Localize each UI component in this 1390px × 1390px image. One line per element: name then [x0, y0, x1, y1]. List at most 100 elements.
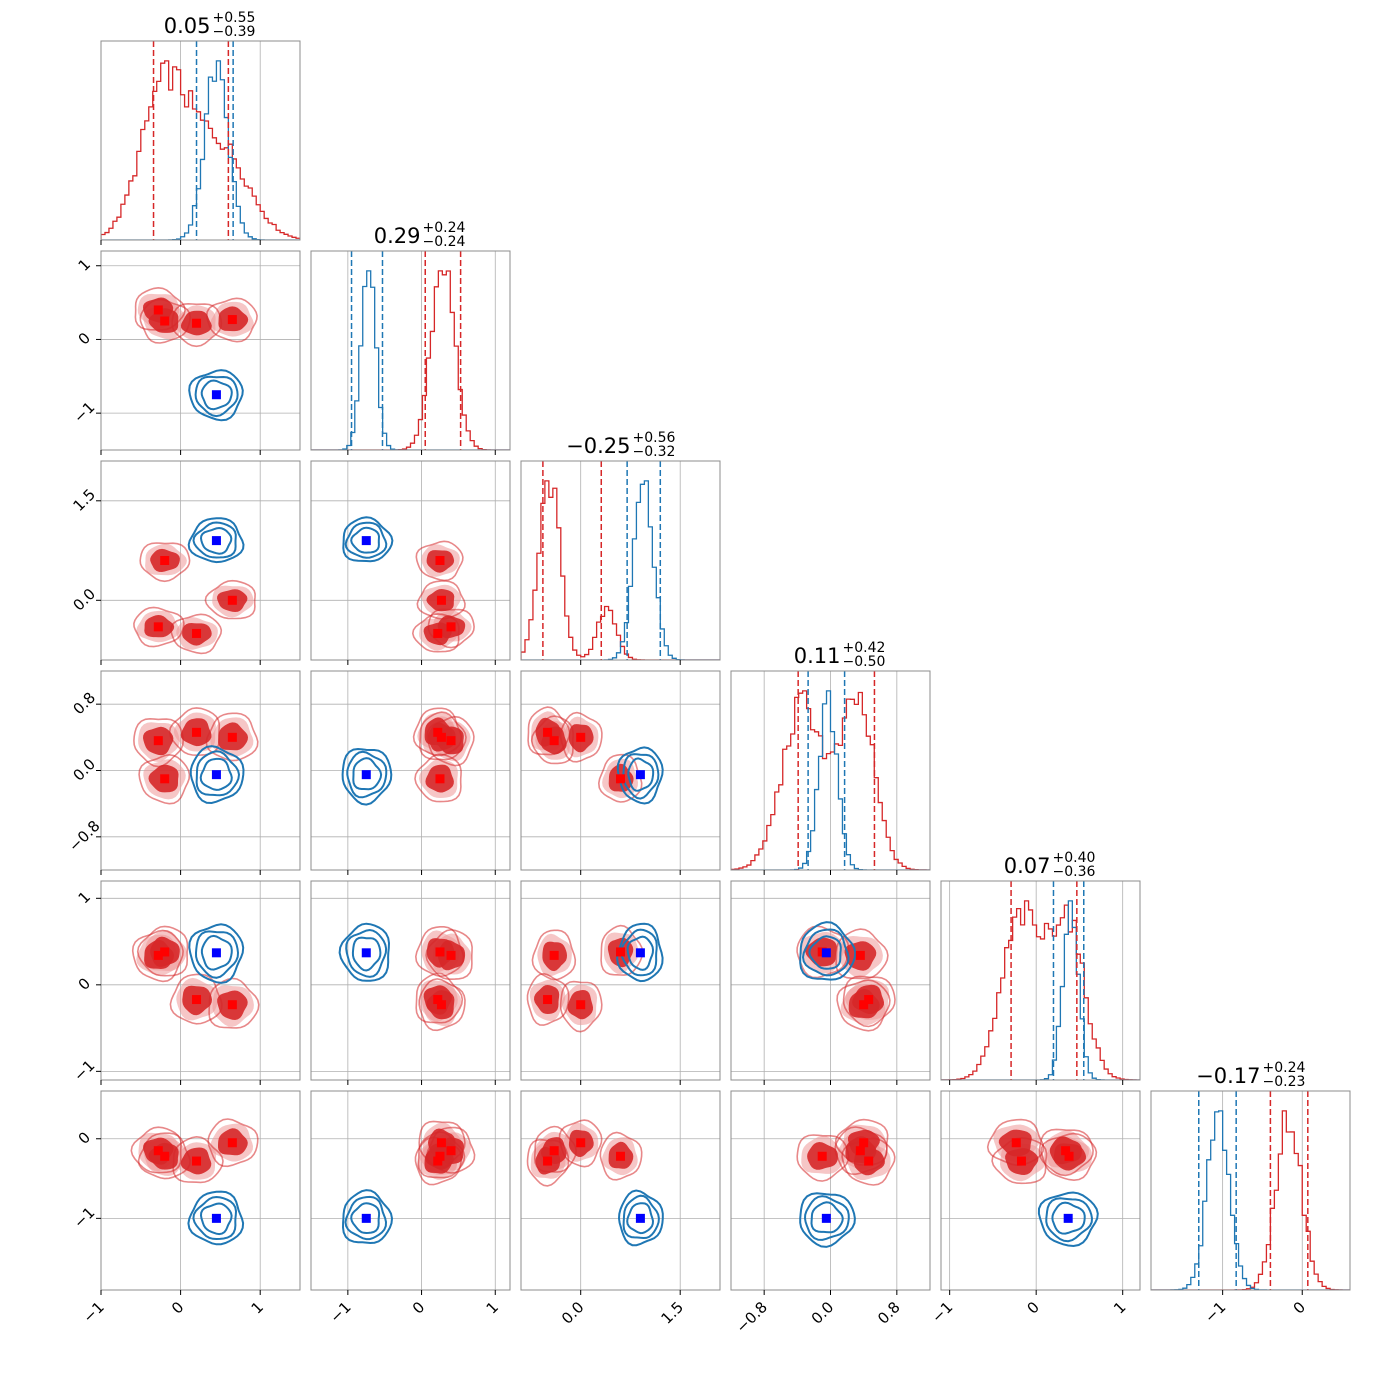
x-tick-label: 1 [483, 1298, 502, 1317]
panel-title: −0.17 +0.24−0.23 [1196, 1060, 1305, 1090]
sample-marker [549, 950, 559, 960]
x-tick-label: −1 [1201, 1298, 1229, 1326]
sample-marker [549, 736, 559, 746]
histogram-series [521, 480, 720, 660]
panel-frame [100, 40, 301, 241]
histogram-series [1151, 1110, 1350, 1290]
panel-frame [100, 250, 301, 451]
title-upper-error: +0.55 [213, 10, 256, 26]
sample-marker [576, 1138, 586, 1148]
title-median: −0.25 [566, 434, 630, 458]
x-tick-label: 0.0 [558, 1298, 588, 1328]
panel-2-1 [310, 460, 511, 665]
sample-marker [616, 947, 625, 957]
density-contour [530, 715, 574, 765]
density-contour [425, 928, 473, 981]
histogram-series [101, 60, 300, 240]
sample-marker [436, 1000, 446, 1010]
panel-5-2 [520, 1090, 721, 1295]
title-upper-error: +0.56 [633, 430, 676, 446]
density-contour [531, 929, 577, 981]
panel-frame [940, 1090, 1141, 1291]
density-contour [617, 1189, 664, 1247]
x-tick-label: 0 [1024, 1298, 1043, 1317]
density-contour [194, 930, 240, 979]
density-contour [207, 1118, 259, 1168]
panel-frame [310, 460, 511, 661]
title-median: 0.07 [1004, 854, 1051, 878]
density-contour [341, 747, 393, 806]
density-contour [834, 1126, 888, 1176]
density-contour [1037, 1191, 1099, 1248]
x-tick-label: 0 [409, 1298, 428, 1317]
sample-marker [211, 1213, 221, 1223]
sample-marker [436, 595, 446, 605]
panel-4-1 [310, 880, 511, 1085]
histogram-series [941, 900, 1140, 1080]
density-contour [417, 1131, 466, 1179]
sample-marker [435, 556, 445, 565]
title-median: −0.17 [1196, 1064, 1260, 1088]
sample-marker [1016, 1156, 1026, 1166]
density-contour [351, 936, 382, 972]
density-contour [200, 934, 233, 971]
density-contour [526, 972, 570, 1026]
sample-marker [433, 727, 443, 737]
sample-marker [446, 736, 456, 746]
density-contour [1051, 1201, 1086, 1235]
panel-title: −0.25 +0.56−0.32 [566, 430, 675, 460]
x-tick-label: −1 [928, 1298, 956, 1326]
density-contour [187, 1190, 245, 1246]
density-contour [134, 286, 186, 331]
sample-marker [436, 732, 446, 742]
histogram-series [731, 690, 930, 870]
y-tick-label: −1 [70, 1056, 98, 1084]
density-contour [199, 1202, 233, 1236]
panel-title: 0.05 +0.55−0.39 [164, 10, 256, 40]
density-contour [801, 928, 850, 977]
sample-marker [435, 774, 445, 784]
sample-marker [549, 1146, 559, 1156]
density-contour [139, 542, 191, 583]
panel-5-3 [730, 1090, 931, 1295]
panel-5-4 [940, 1090, 1141, 1295]
sample-marker [153, 305, 163, 315]
sample-marker [433, 628, 443, 638]
density-contour [415, 972, 464, 1024]
density-contour [527, 706, 571, 756]
density-contour [138, 753, 191, 805]
histogram-series [311, 270, 510, 450]
sample-marker [635, 770, 645, 780]
sample-marker [576, 1000, 586, 1010]
sample-marker [160, 1151, 170, 1161]
sample-marker [192, 1156, 202, 1166]
density-contour [352, 757, 383, 791]
density-contour [559, 980, 603, 1033]
sample-marker [153, 1146, 163, 1156]
sample-marker [817, 1151, 827, 1161]
panel-frame [310, 880, 511, 1081]
title-median: 0.05 [164, 14, 211, 38]
density-contour [170, 613, 223, 655]
density-contour [137, 1132, 191, 1180]
sample-marker [446, 950, 456, 960]
density-contour [419, 711, 467, 761]
sample-marker [635, 948, 645, 958]
title-median: 0.29 [374, 224, 421, 248]
density-contour [986, 1118, 1045, 1167]
sample-marker [1061, 1146, 1071, 1156]
y-tick-label: −1 [70, 1203, 98, 1231]
sample-marker [435, 1151, 445, 1161]
panel-frame [940, 880, 1141, 1081]
sample-marker [153, 950, 163, 960]
sample-marker [361, 948, 371, 958]
density-contour [342, 516, 394, 563]
density-contour [136, 925, 189, 977]
sample-marker [227, 315, 237, 325]
y-tick-label: 0.8 [69, 689, 99, 719]
density-contour [810, 1201, 844, 1234]
density-contour [194, 375, 239, 418]
density-contour [426, 715, 475, 767]
y-tick-label: 0 [75, 1128, 94, 1147]
density-contour [350, 526, 381, 554]
